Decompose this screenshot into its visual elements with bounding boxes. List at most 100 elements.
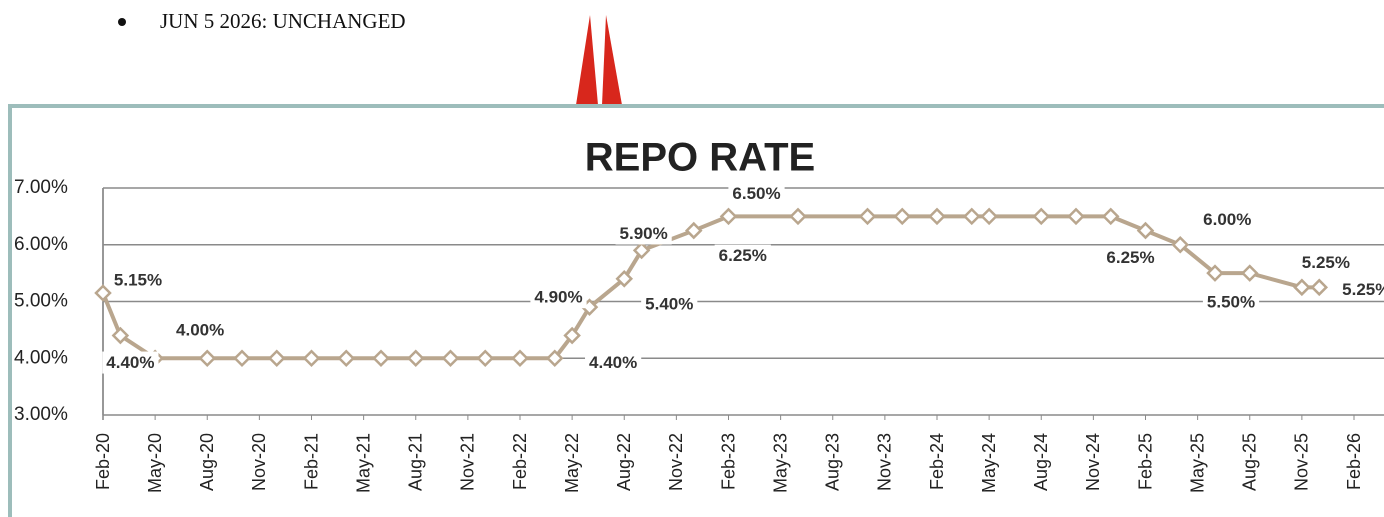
marker xyxy=(632,241,651,260)
x-tick-label: Feb-20 xyxy=(93,433,113,490)
x-tick-label: Aug-25 xyxy=(1240,433,1260,491)
data-label-bg xyxy=(1102,246,1159,269)
decoration xyxy=(602,15,622,105)
labels: 5.15% 4.40% 4.00% 4.40% 4.90% 5.40% 5.90% 6.25%… xyxy=(102,182,1384,374)
marker xyxy=(302,349,321,368)
marker xyxy=(1067,207,1085,226)
data-label-bg xyxy=(109,268,167,291)
frame xyxy=(8,104,12,517)
data-label: 5.15% xyxy=(114,270,162,289)
marker xyxy=(337,349,356,368)
marker xyxy=(406,349,425,368)
x-tick-label: Nov-23 xyxy=(875,433,895,491)
data-label: 5.40% xyxy=(645,294,693,313)
y-tick-label: 6.00% xyxy=(14,234,68,255)
bullet xyxy=(118,18,126,26)
x-tick-label: Aug-22 xyxy=(614,433,634,491)
data-label: 6.25% xyxy=(719,246,767,265)
data-label-bg xyxy=(1338,278,1384,301)
decoration xyxy=(576,15,598,105)
data-label: 5.25% xyxy=(1342,280,1384,299)
marker xyxy=(476,349,495,368)
marker xyxy=(789,207,807,226)
marker xyxy=(1032,207,1051,226)
y-tick-label: 7.00% xyxy=(14,177,68,198)
x-tick-label: May-21 xyxy=(353,433,373,493)
frame xyxy=(8,104,1384,108)
x-tick-label: Nov-21 xyxy=(458,433,478,491)
data-label: 5.50% xyxy=(1207,293,1255,312)
data-label-bg xyxy=(1202,291,1260,314)
chart-title: REPO RATE xyxy=(585,136,815,180)
marker xyxy=(615,270,634,288)
x-tick-label: Feb-21 xyxy=(301,433,321,490)
marker xyxy=(511,349,529,368)
marker xyxy=(893,207,912,226)
data-label: 5.25% xyxy=(1302,253,1350,272)
x-tick-label: May-25 xyxy=(1187,433,1207,493)
data-label-bg xyxy=(172,319,229,342)
data-label: 6.25% xyxy=(1106,248,1154,267)
x-tick-label: Feb-25 xyxy=(1135,433,1155,490)
x-tick-label: Feb-22 xyxy=(510,433,530,490)
marker xyxy=(563,326,581,345)
marker xyxy=(684,221,703,240)
marker xyxy=(1206,264,1224,282)
marker xyxy=(962,207,981,226)
x-tick-label: Feb-24 xyxy=(927,433,947,490)
marker xyxy=(1101,207,1120,226)
plot xyxy=(94,207,1329,368)
data-label-bg xyxy=(1297,251,1354,274)
marker xyxy=(267,349,286,368)
data-label-bg xyxy=(615,222,672,245)
data-label-bg xyxy=(102,351,159,374)
data-label: 6.50% xyxy=(732,184,780,203)
marker xyxy=(372,349,390,368)
data-label: 4.40% xyxy=(106,353,154,372)
marker xyxy=(1240,264,1259,282)
data-label-bg xyxy=(1199,208,1256,231)
x-tick-label: Aug-23 xyxy=(823,433,843,491)
x-tick-label: May-23 xyxy=(770,433,790,493)
x-tick-label: May-20 xyxy=(145,433,165,493)
marker xyxy=(858,207,877,226)
data-label-bg xyxy=(530,286,587,309)
data-label: 4.90% xyxy=(534,288,582,307)
data-label: 6.00% xyxy=(1203,210,1251,229)
marker xyxy=(1171,235,1190,254)
marker xyxy=(545,349,564,368)
marker xyxy=(719,207,738,226)
data-label-bg xyxy=(585,351,642,374)
marker xyxy=(441,349,460,368)
marker xyxy=(233,349,251,368)
marker xyxy=(1310,278,1329,297)
marker xyxy=(928,207,946,226)
x-tick-label: Nov-22 xyxy=(666,433,686,491)
note: JUN 5 2026: UNCHANGED xyxy=(160,9,406,33)
marker xyxy=(1136,221,1155,240)
x-tick-label: Aug-21 xyxy=(406,433,426,491)
x-tick-label: Nov-25 xyxy=(1292,433,1312,491)
x-tick-label: Feb-26 xyxy=(1344,433,1364,490)
data-label: 5.90% xyxy=(620,224,668,243)
x-tick-label: May-22 xyxy=(562,433,582,493)
x-tick-label: Feb-23 xyxy=(718,433,738,490)
y-tick-label: 5.00% xyxy=(14,291,68,312)
marker xyxy=(1293,278,1311,297)
y-tick-label: 4.00% xyxy=(14,347,68,368)
marker xyxy=(980,207,998,226)
line xyxy=(101,214,1320,361)
x-tick-label: Aug-24 xyxy=(1031,433,1051,491)
marker xyxy=(111,326,130,345)
data-label: 4.00% xyxy=(176,321,224,340)
y-tick-label: 3.00% xyxy=(14,404,68,425)
data-label-bg xyxy=(728,182,785,205)
data-label-bg xyxy=(714,244,771,267)
x-tick-label: May-24 xyxy=(979,433,999,493)
marker xyxy=(198,349,217,368)
x-tick-label: Nov-20 xyxy=(249,433,269,491)
marker xyxy=(94,284,112,302)
data-label-bg xyxy=(641,292,698,315)
x-tick-label: Aug-20 xyxy=(197,433,217,491)
